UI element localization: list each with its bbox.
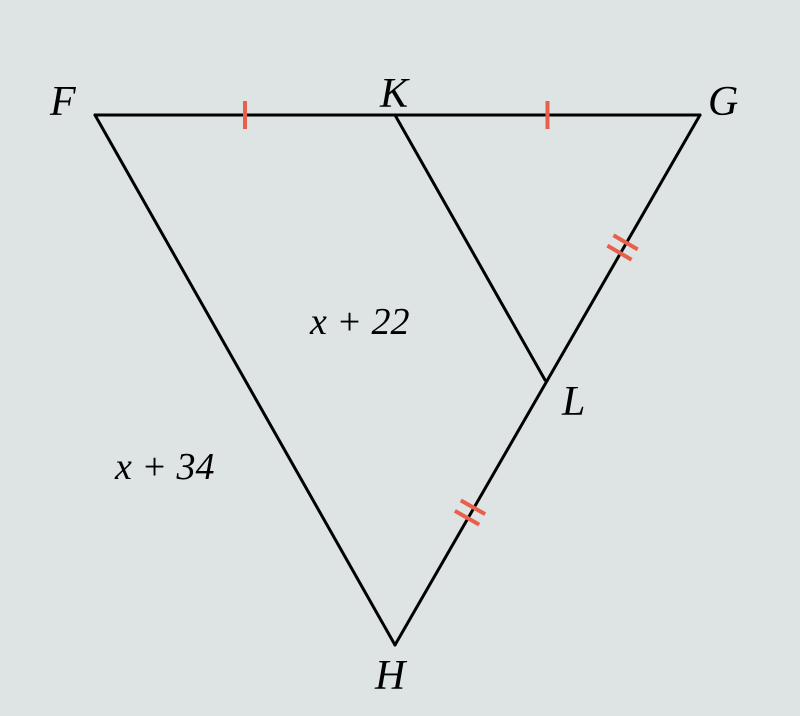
- vertex-label-H: H: [375, 652, 405, 700]
- expression-KL: x + 22: [310, 300, 410, 344]
- vertex-label-G: G: [708, 78, 738, 126]
- edges-group: [95, 115, 700, 645]
- expression-FH: x + 34: [115, 445, 215, 489]
- vertex-label-K: K: [380, 70, 408, 118]
- geometry-diagram: F G H K L x + 22 x + 34: [0, 0, 800, 716]
- vertex-label-F: F: [50, 78, 76, 126]
- vertex-label-L: L: [562, 378, 585, 426]
- ticks-group: [245, 101, 638, 525]
